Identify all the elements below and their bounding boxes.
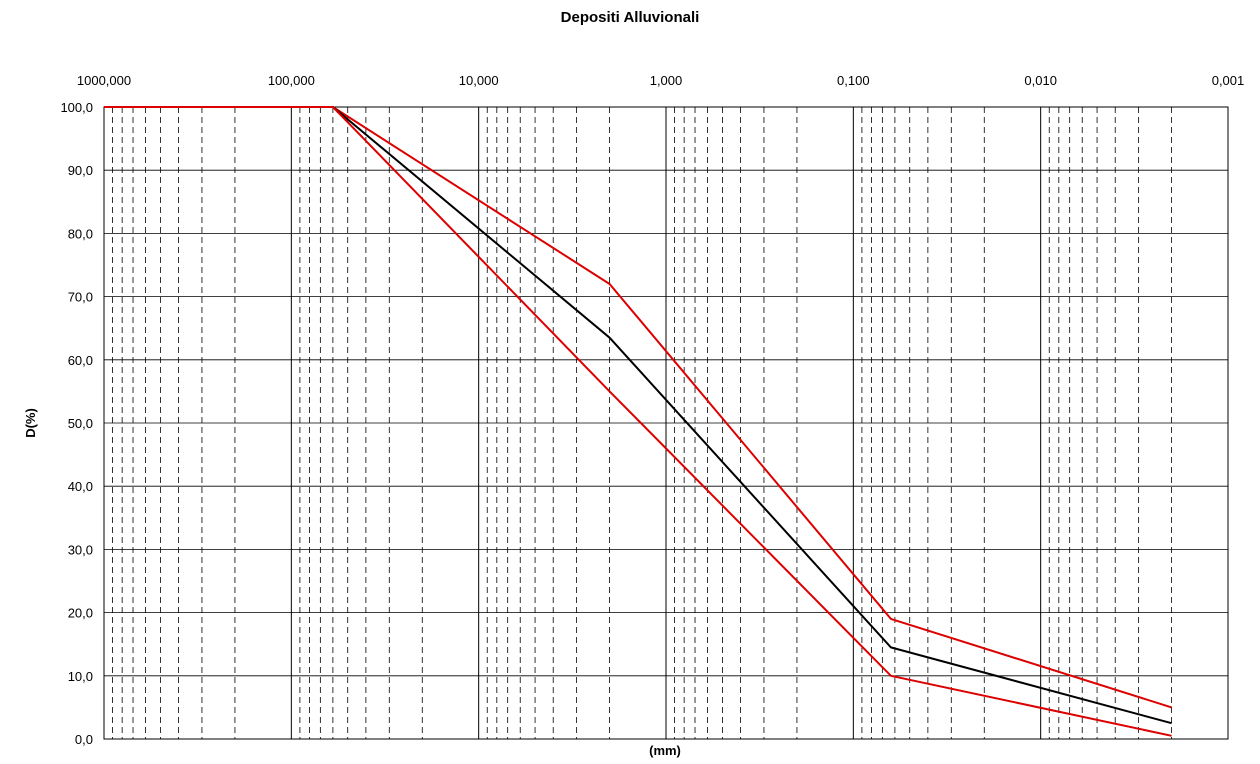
series-line-3 (104, 106, 1172, 737)
x-tick-label: 0,010 (1024, 73, 1057, 88)
chart-title: Depositi Alluvionali (561, 9, 700, 26)
grid (103, 106, 1229, 740)
x-tick-label: 100,000 (268, 73, 315, 88)
y-tick-label: 10,0 (68, 669, 93, 684)
x-tick-label: 1,000 (650, 73, 683, 88)
plot-area-border (103, 106, 1229, 740)
y-tick-label: 70,0 (68, 290, 93, 305)
x-axis-label: (mm) (649, 743, 681, 758)
tick-labels: 1000,000 100,000 10,000 1,000 0,100 0,010 0,00… (60, 73, 1244, 747)
x-tick-label: 1000,000 (77, 73, 131, 88)
y-tick-label: 90,0 (68, 163, 93, 178)
x-tick-label: 0,100 (837, 73, 870, 88)
y-tick-label: 60,0 (68, 353, 93, 368)
y-tick-label: 0,0 (75, 732, 93, 747)
y-tick-label: 80,0 (68, 226, 93, 241)
y-tick-label: 100,0 (60, 100, 93, 115)
y-tick-label: 20,0 (68, 606, 93, 621)
y-tick-label: 30,0 (68, 542, 93, 557)
x-tick-label: 10,000 (459, 73, 499, 88)
x-tick-label: 0,001 (1212, 73, 1245, 88)
y-tick-label: 50,0 (68, 416, 93, 431)
series-group (104, 106, 1172, 737)
y-axis-label: D(%) (23, 408, 38, 438)
series-line-1 (104, 106, 1172, 709)
series-line-2 (104, 106, 1172, 725)
y-tick-label: 40,0 (68, 479, 93, 494)
